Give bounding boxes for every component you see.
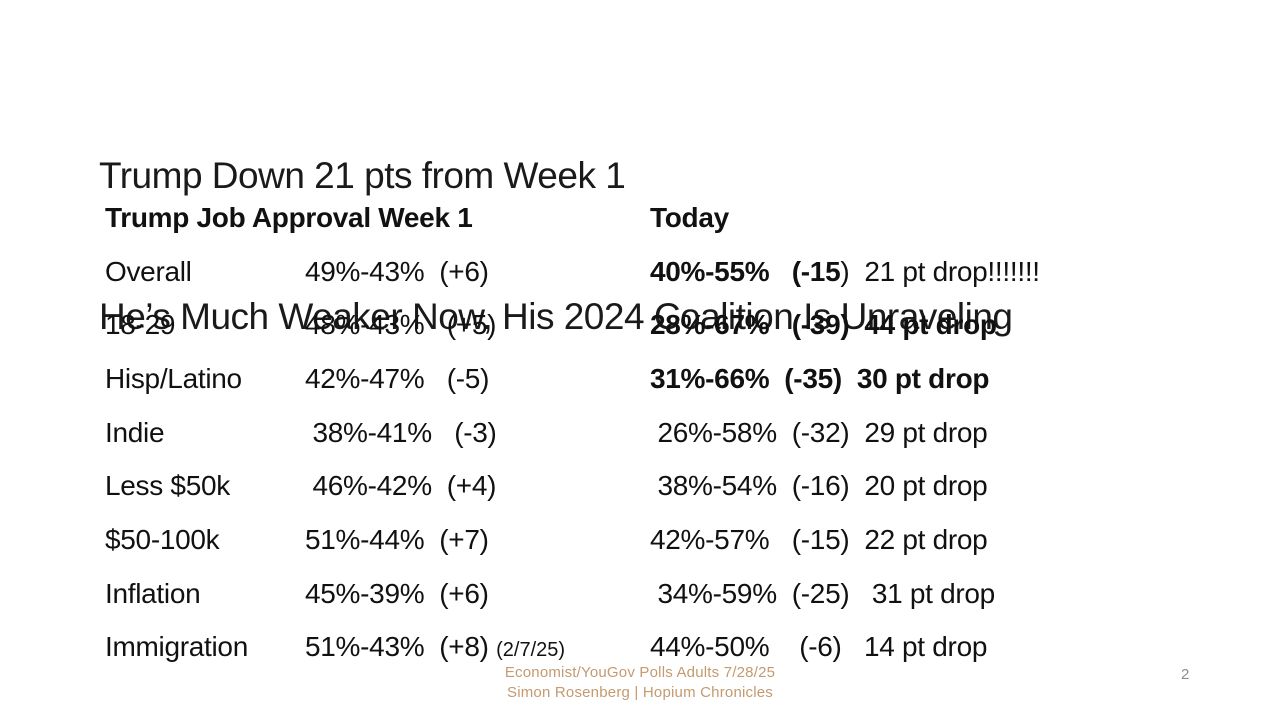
row-label: Hisp/Latino: [105, 362, 242, 394]
today-values-bold: 28%-67% (-39): [650, 309, 850, 341]
row-today-values: 44%-50% (-6) 14 pt drop: [650, 631, 1040, 663]
footer-author-line: Simon Rosenberg | Hopium Chronicles: [506, 684, 773, 701]
week1-values: 42%-47% (-5): [305, 362, 490, 394]
row-week1-values: 45%-39% (+6): [305, 578, 650, 610]
row-label: 18-29: [105, 309, 176, 341]
table-row-hisp-latino: Hisp/Latino 42%-47% (-5) 31%-66% (-35) 3…: [105, 352, 1040, 406]
row-today-values: 26%-58% (-32) 29 pt drop: [650, 417, 1040, 449]
week1-values: 45%-39% (+6): [305, 577, 489, 609]
footer-source-line: Economist/YouGov Polls Adults 7/28/25: [504, 664, 776, 681]
row-today-values: 34%-59% (-25) 31 pt drop: [650, 578, 1040, 610]
row-week1-values: 51%-43% (+8) (2/7/25): [305, 631, 650, 663]
row-week1-values: 46%-42% (+4): [305, 470, 650, 502]
today-values: 38%-54% (-16): [650, 470, 850, 502]
week1-values: 38%-41% (-3): [305, 416, 497, 448]
table-row-18-29: 18-29 48%-43% (+5) 28%-67% (-39) 44 pt d…: [105, 298, 1040, 352]
week1-values: 48%-43% (+5): [305, 309, 497, 341]
approval-table: Trump Job Approval Week 1 Today Overall …: [105, 191, 1040, 674]
table-row-50-100k: $50-100k 51%-44% (+7) 42%-57% (-15) 22 p…: [105, 513, 1040, 567]
date-note: (2/7/25): [496, 639, 566, 662]
row-label: Immigration: [105, 631, 248, 663]
page-number: 2: [1181, 666, 1190, 683]
week1-values: 51%-44% (+7): [305, 523, 489, 555]
row-week1-values: 51%-44% (+7): [305, 524, 650, 556]
drop-text: 29 pt drop: [849, 416, 988, 448]
drop-text: 30 pt drop: [841, 362, 990, 394]
row-week1-values: 42%-47% (-5): [305, 363, 650, 395]
week1-values: 46%-42% (+4): [305, 470, 497, 502]
drop-text: 14 pt drop: [841, 631, 988, 663]
row-label: Inflation: [105, 577, 201, 609]
today-values: 34%-59% (-25): [650, 577, 850, 609]
table-header-row: Trump Job Approval Week 1 Today: [105, 191, 1040, 245]
table-header-week1: Trump Job Approval Week 1: [105, 201, 473, 233]
row-label: Overall: [105, 255, 192, 287]
week1-values: 51%-43% (+8): [305, 631, 497, 663]
table-row-inflation: Inflation 45%-39% (+6) 34%-59% (-25) 31 …: [105, 567, 1040, 621]
row-week1-values: 38%-41% (-3): [305, 417, 650, 449]
today-values: 42%-57% (-15): [650, 523, 850, 555]
row-today-values: 42%-57% (-15) 22 pt drop: [650, 524, 1040, 556]
slide-title-line2: He’s Much Weaker Now, His 2024 Coalition…: [99, 296, 1013, 337]
week1-values: 49%-43% (+6): [305, 255, 489, 287]
drop-text: 20 pt drop: [849, 470, 988, 502]
today-values: 26%-58% (-32): [650, 416, 850, 448]
table-row-immigration: Immigration 51%-43% (+8) (2/7/25) 44%-50…: [105, 621, 1040, 675]
today-values: ): [840, 255, 850, 287]
row-label: Less $50k: [105, 470, 230, 502]
slide-footer: Economist/YouGov Polls Adults 7/28/25 Si…: [0, 663, 1280, 703]
row-today-values: 31%-66% (-35) 30 pt drop: [650, 363, 1040, 395]
row-week1-values: 49%-43% (+6): [305, 256, 650, 288]
row-week1-values: 48%-43% (+5): [305, 309, 650, 341]
table-row-overall: Overall 49%-43% (+6) 40%-55% (-15) 21 pt…: [105, 245, 1040, 299]
row-label: $50-100k: [105, 523, 220, 555]
drop-text: 21 pt drop!!!!!!!: [849, 255, 1040, 287]
row-today-values: 28%-67% (-39) 44 pt drop: [650, 309, 1040, 341]
row-today-values: 40%-55% (-15) 21 pt drop!!!!!!!: [650, 256, 1040, 288]
today-values: 44%-50% (-6): [650, 631, 842, 663]
slide-title: Trump Down 21 pts from Week 1 He’s Much …: [99, 58, 1013, 434]
today-values-bold: 40%-55% (-15: [650, 255, 841, 287]
drop-text: 22 pt drop: [849, 523, 988, 555]
drop-text: 44 pt drop: [849, 309, 997, 341]
drop-text: 31 pt drop: [849, 577, 995, 609]
table-row-indie: Indie 38%-41% (-3) 26%-58% (-32) 29 pt d…: [105, 406, 1040, 460]
table-header-today: Today: [650, 201, 729, 233]
row-today-values: 38%-54% (-16) 20 pt drop: [650, 470, 1040, 502]
today-values-bold: 31%-66% (-35): [650, 362, 842, 394]
table-row-less-50k: Less $50k 46%-42% (+4) 38%-54% (-16) 20 …: [105, 459, 1040, 513]
row-label: Indie: [105, 416, 165, 448]
slide-title-line1: Trump Down 21 pts from Week 1: [99, 155, 626, 196]
